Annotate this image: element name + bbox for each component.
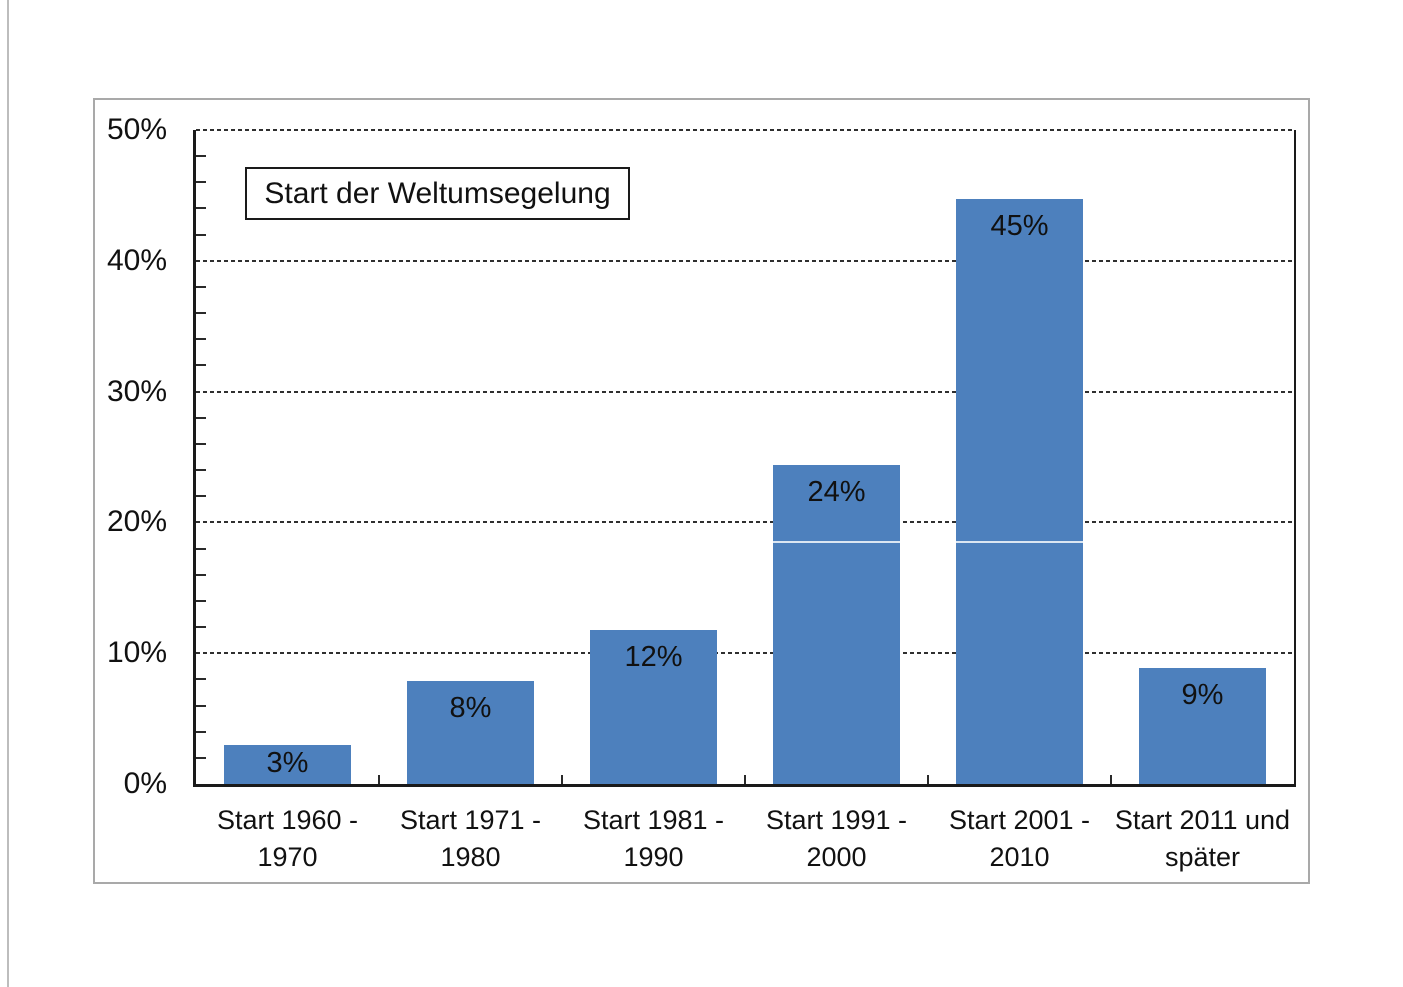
bar-3 [773,465,900,784]
gridline-30pct [196,391,1294,393]
x-axis-label-4-line-1: Start 2001 - [948,805,1091,835]
x-boundary-tick [561,775,563,784]
x-axis-label-1: Start 1971 - 1980 [364,802,577,876]
y-axis-label-50pct: 50% [106,113,167,146]
page-left-rule [7,0,9,987]
x-axis-label-4-line-2: 2010 [989,842,1050,872]
bar-value-label-0: 3% [266,747,309,779]
y-minor-tick [196,678,206,680]
bar-1 [407,681,534,784]
y-minor-tick [196,338,206,340]
bar-2 [590,630,717,784]
y-minor-tick [196,469,206,471]
bar-0 [224,745,351,784]
y-minor-tick [196,626,206,628]
y-minor-tick [196,600,206,602]
bar-value-label-5: 9% [1181,679,1224,711]
x-axis-label-1-line-2: 1980 [440,842,501,872]
gridline-50pct [196,129,1294,131]
bar-5 [1139,668,1266,784]
bar-4 [956,199,1083,784]
x-axis-label-2-line-1: Start 1981 - [582,805,725,835]
y-minor-tick [196,443,206,445]
x-boundary-tick [927,775,929,784]
gridline-10pct [196,652,1294,654]
y-axis-label-40pct: 40% [106,244,167,277]
x-axis-label-2: Start 1981 - 1990 [547,802,760,876]
bar-value-label-1: 8% [449,692,492,724]
y-minor-tick [196,155,206,157]
bar-value-label-2: 12% [624,641,683,673]
chart-title-box: Start der Weltumsegelung [245,167,630,220]
x-axis-label-0-line-1: Start 1960 - [216,805,359,835]
y-minor-tick [196,731,206,733]
x-axis-label-4: Start 2001 - 2010 [913,802,1126,876]
x-axis-label-5-line-1: Start 2011 und [1114,805,1291,835]
chart-frame: Start der Weltumsegelung 3% 8% 12% 24% 45% 9%… [93,98,1310,884]
artifact-line [196,541,1294,543]
x-axis-label-5: Start 2011 und später [1096,802,1309,876]
y-minor-tick [196,207,206,209]
x-axis-label-3-line-2: 2000 [806,842,867,872]
y-axis-label-20pct: 20% [106,505,167,538]
gridline-40pct [196,260,1294,262]
bar-value-label-3: 24% [807,476,866,508]
x-axis-label-5-line-2: später [1164,842,1241,872]
plot-area: 3% 8% 12% 24% 45% 9% [193,129,1296,787]
y-minor-tick [196,312,206,314]
x-boundary-tick [1110,775,1112,784]
y-minor-tick [196,417,206,419]
y-minor-tick [196,286,206,288]
x-boundary-tick [378,775,380,784]
gridline-20pct [196,521,1294,523]
y-axis-label-10pct: 10% [106,636,167,669]
y-minor-tick [196,757,206,759]
x-axis-label-0: Start 1960 - 1970 [181,802,394,876]
y-axis-label-30pct: 30% [106,375,167,408]
x-axis-label-2-line-2: 1990 [623,842,684,872]
chart-title: Start der Weltumsegelung [264,176,611,210]
y-minor-tick [196,574,206,576]
y-minor-tick [196,495,206,497]
y-minor-tick [196,234,206,236]
y-minor-tick [196,548,206,550]
bar-value-label-4: 45% [990,210,1049,242]
x-axis-label-3: Start 1991 - 2000 [730,802,943,876]
x-boundary-tick [744,775,746,784]
y-minor-tick [196,181,206,183]
x-axis-label-0-line-2: 1970 [257,842,318,872]
y-minor-tick [196,705,206,707]
y-axis-label-0pct: 0% [123,767,167,800]
y-minor-tick [196,364,206,366]
x-axis-label-3-line-1: Start 1991 - [765,805,908,835]
x-axis-label-1-line-1: Start 1971 - [399,805,542,835]
